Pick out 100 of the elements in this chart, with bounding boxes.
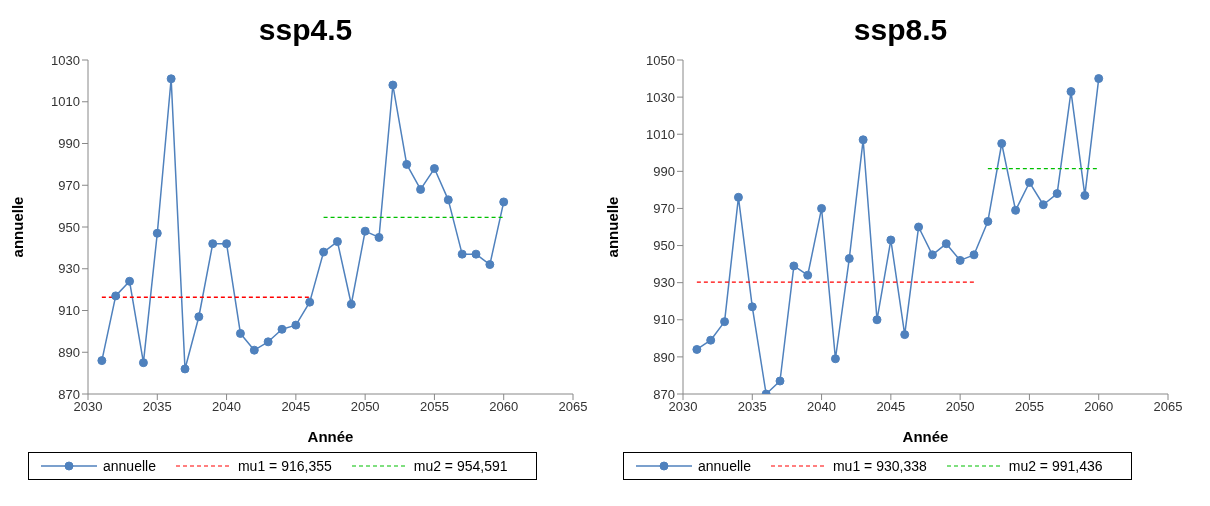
x-tick-label: 2040	[807, 399, 837, 415]
chart-title: ssp4.5	[257, 12, 354, 48]
x-tick-label: 2055	[1014, 399, 1044, 415]
x-tick-label: 2065	[558, 399, 588, 415]
point	[747, 302, 757, 312]
y-tick-label: 1030	[646, 89, 675, 105]
y-tick-label: 1010	[646, 126, 675, 142]
x-tick-label: 2065	[1153, 399, 1183, 415]
legend-label: annuelle	[103, 458, 156, 474]
y-tick-label: 890	[653, 349, 675, 365]
point	[1066, 87, 1076, 97]
y-tick-label: 990	[653, 163, 675, 179]
point	[235, 328, 245, 338]
x-axis-title: Année	[902, 428, 949, 445]
y-tick-label: 970	[58, 177, 80, 193]
point	[789, 261, 799, 271]
point	[969, 250, 979, 260]
x-tick-label: 2040	[212, 399, 242, 415]
point	[1038, 200, 1048, 210]
point	[138, 358, 148, 368]
y-tick-label: 950	[653, 238, 675, 254]
y-tick-label: 990	[58, 136, 80, 152]
x-tick-label: 2055	[419, 399, 449, 415]
point	[291, 320, 301, 330]
y-tick-label: 1050	[646, 52, 675, 68]
point	[775, 376, 785, 386]
y-tick-label: 910	[58, 303, 80, 319]
legend-label: mu1 = 930,338	[832, 458, 927, 474]
point	[941, 239, 951, 249]
y-tick-label: 970	[653, 201, 675, 217]
y-tick-label: 890	[58, 344, 80, 360]
point	[402, 159, 412, 169]
point	[927, 250, 937, 260]
x-tick-label: 2045	[281, 399, 311, 415]
point	[249, 345, 259, 355]
x-tick-label: 2060	[1084, 399, 1114, 415]
point	[457, 249, 467, 259]
point	[305, 297, 315, 307]
legend-label: mu2 = 954,591	[413, 458, 508, 474]
point	[955, 255, 965, 265]
point	[1011, 205, 1021, 215]
point	[997, 139, 1007, 148]
legend-label: annuelle	[698, 458, 751, 474]
point	[360, 226, 370, 236]
point	[720, 317, 730, 327]
x-tick-label: 2030	[73, 399, 103, 415]
x-tick-label: 2050	[350, 399, 380, 415]
y-tick-label: 950	[58, 219, 80, 235]
x-tick-label: 2035	[142, 399, 172, 415]
y-tick-label: 870	[58, 386, 80, 402]
point	[471, 249, 481, 259]
y-tick-label: 930	[653, 275, 675, 291]
point	[208, 239, 218, 249]
y-tick-label: 870	[653, 386, 675, 402]
point	[886, 235, 896, 245]
y-tick-label: 1030	[51, 52, 80, 68]
point	[222, 239, 232, 249]
point	[388, 80, 398, 90]
point	[844, 254, 854, 264]
x-axis-title: Année	[307, 428, 354, 445]
x-tick-label: 2050	[945, 399, 975, 415]
point	[872, 315, 882, 325]
point	[429, 164, 439, 174]
point	[374, 232, 384, 242]
chart-title: ssp8.5	[852, 12, 949, 48]
point	[152, 228, 162, 238]
y-tick-label: 930	[58, 261, 80, 277]
point	[914, 222, 924, 232]
x-tick-label: 2030	[668, 399, 698, 415]
point	[692, 344, 702, 354]
point	[416, 184, 426, 194]
point	[443, 195, 453, 205]
legend-label: mu2 = 991,436	[1008, 458, 1103, 474]
point	[1052, 189, 1062, 199]
point	[319, 247, 329, 257]
point	[346, 299, 356, 309]
y-tick-label: 910	[653, 312, 675, 328]
point	[706, 335, 716, 345]
y-axis-title: annuelle	[9, 196, 27, 258]
point	[166, 74, 176, 84]
point	[180, 364, 190, 374]
x-tick-label: 2045	[876, 399, 906, 415]
point	[830, 354, 840, 364]
point	[499, 197, 509, 207]
y-tick-label: 1010	[51, 94, 80, 110]
x-tick-label: 2060	[489, 399, 519, 415]
point	[125, 276, 135, 286]
point	[733, 192, 743, 202]
point	[900, 330, 910, 340]
point	[1080, 190, 1090, 200]
point	[858, 135, 868, 145]
y-axis-title: annuelle	[604, 196, 622, 258]
x-tick-label: 2035	[737, 399, 767, 415]
point	[97, 356, 107, 366]
point	[803, 270, 813, 280]
point	[1094, 74, 1104, 84]
point	[1024, 177, 1034, 187]
point	[983, 216, 993, 226]
point	[111, 291, 121, 301]
point	[485, 260, 495, 270]
